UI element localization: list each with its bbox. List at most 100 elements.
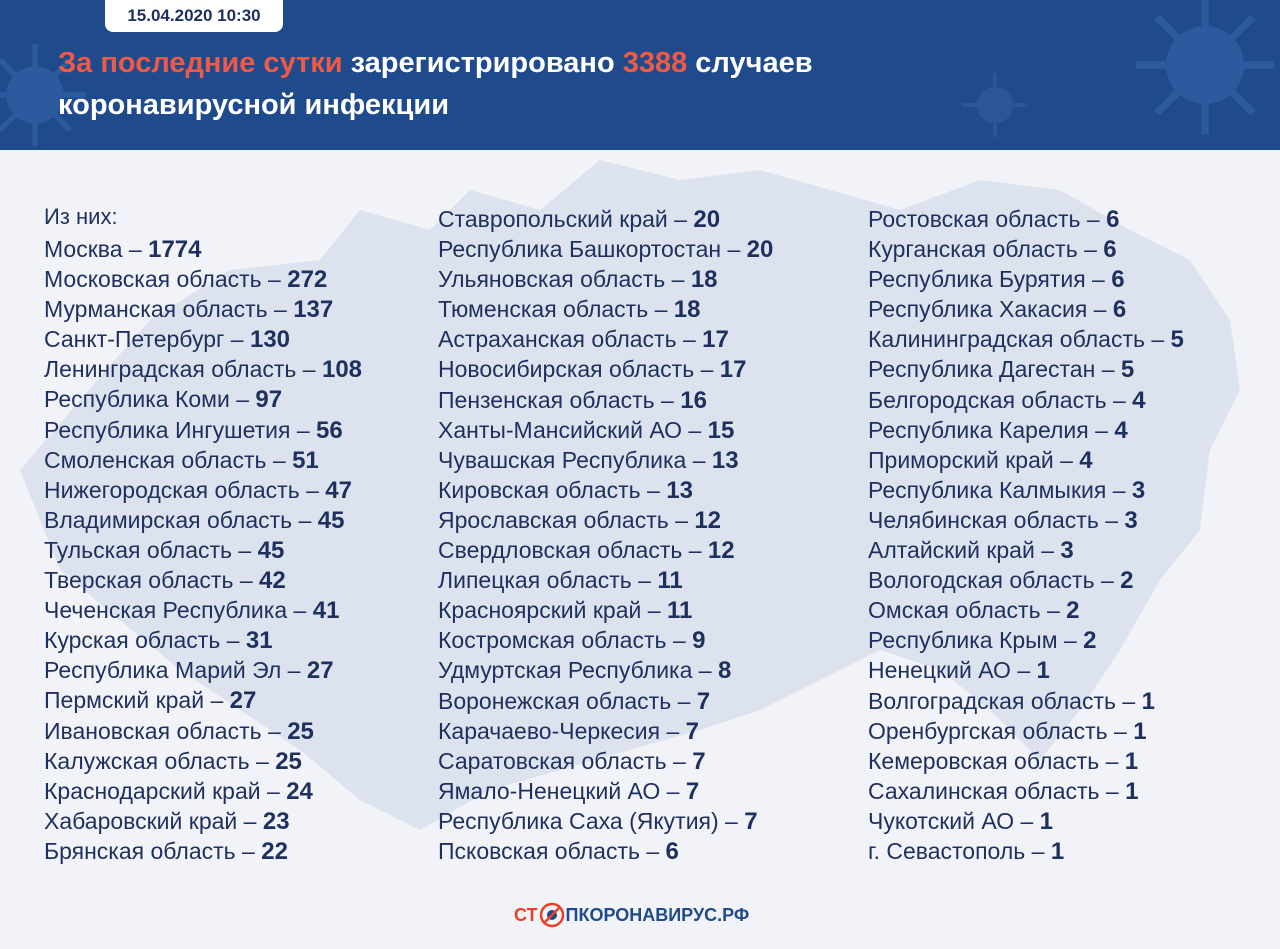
region-row: Калининградская область – 5 (868, 324, 1184, 354)
region-column-2: Ставропольский край – 20 Республика Башко… (438, 204, 773, 866)
separator: – (261, 266, 288, 293)
case-count: 47 (325, 476, 352, 504)
separator: – (224, 326, 250, 353)
region-name: Тверская область (44, 567, 234, 594)
region-name: Курганская область (868, 236, 1078, 263)
headline-text: зарегистрировано (342, 47, 623, 79)
region-name: Оренбургская область (868, 717, 1108, 744)
region-row: Сахалинская область – 1 (868, 776, 1184, 806)
case-count: 27 (306, 657, 334, 685)
case-count: 11 (666, 597, 693, 625)
region-name: Москва (44, 236, 123, 262)
region-row: Пермский край – 27 (44, 685, 362, 715)
date-badge: 15.04.2020 10:30 (105, 0, 283, 32)
case-count: 4 (1079, 446, 1093, 474)
region-name: Ямало-Ненецкий АО (438, 777, 661, 804)
region-row: Смоленская область – 51 (44, 445, 362, 475)
separator: – (1099, 777, 1126, 804)
case-count: 17 (702, 326, 729, 354)
region-row: Красноярский край – 11 (438, 595, 773, 625)
region-name: Алтайский край (868, 537, 1035, 564)
separator: – (1098, 506, 1125, 533)
region-name: Республика Башкортостан (438, 236, 722, 263)
separator: – (292, 506, 318, 533)
region-name: Белгородская область (868, 386, 1107, 413)
separator: – (1040, 597, 1067, 624)
case-count: 6 (1103, 236, 1117, 264)
separator: – (667, 206, 694, 232)
region-row: Омская область – 2 (868, 595, 1184, 625)
region-row: Астраханская область – 17 (438, 324, 773, 354)
case-count: 13 (711, 446, 739, 474)
case-count: 25 (275, 747, 302, 775)
region-row: Челябинская область – 3 (868, 505, 1184, 535)
intro-label: Из них: (44, 204, 118, 229)
separator: – (660, 717, 686, 744)
separator: – (648, 296, 674, 323)
region-name: г. Севастополь (868, 837, 1026, 864)
region-row: Республика Ингушетия – 56 (44, 415, 362, 445)
separator: – (671, 687, 697, 714)
case-count: 24 (286, 777, 313, 805)
region-row: Тюменская область – 18 (438, 294, 773, 324)
region-name: Приморский край (868, 446, 1054, 473)
separator: – (686, 446, 712, 473)
case-count: 27 (229, 687, 257, 715)
separator: – (660, 777, 686, 804)
case-count: 108 (321, 356, 363, 384)
separator: – (694, 356, 720, 383)
case-count: 22 (261, 837, 288, 865)
region-row: Курганская область – 6 (868, 234, 1184, 264)
headline: За последние сутки зарегистрировано 3388… (58, 42, 1208, 126)
region-row: Новосибирская область – 17 (438, 354, 773, 384)
case-count: 13 (666, 476, 693, 504)
separator: – (640, 476, 667, 503)
region-row: Ростовская область – 6 (868, 204, 1184, 234)
region-name: Пермский край (44, 687, 205, 714)
region-row: Псковская область – 6 (438, 836, 773, 866)
region-name: Ивановская область (44, 717, 262, 744)
separator: – (718, 807, 745, 834)
region-name: Сахалинская область (868, 777, 1100, 804)
virus-decoration-icon (0, 44, 86, 146)
region-row: Чукотский АО – 1 (868, 806, 1184, 836)
region-row: Республика Коми – 97 (44, 384, 362, 414)
region-name: Липецкая область (438, 567, 632, 594)
separator: – (641, 597, 667, 624)
case-count: 17 (719, 356, 747, 384)
case-count: 137 (293, 296, 334, 324)
region-row: Кемеровская область – 1 (868, 746, 1184, 776)
case-count: 1 (1036, 657, 1050, 685)
region-name: Калининградская область (868, 326, 1145, 353)
separator: – (1107, 717, 1134, 744)
region-name: Московская область (44, 266, 262, 293)
case-count: 25 (287, 717, 314, 745)
separator: – (122, 236, 149, 262)
region-row: Ямало-Ненецкий АО – 7 (438, 776, 773, 806)
separator: – (1106, 386, 1133, 413)
region-row: Ханты-Мансийский АО – 15 (438, 415, 773, 445)
region-row: Брянская область – 22 (44, 836, 362, 866)
region-row: Республика Хакасия – 6 (868, 294, 1184, 324)
region-name: Республика Коми (44, 386, 230, 413)
case-count: 8 (718, 657, 732, 685)
case-count: 6 (1112, 296, 1127, 324)
region-row: Москва – 1774 (44, 234, 362, 264)
virus-logo-icon (539, 902, 564, 928)
region-name: Республика Хакасия (868, 296, 1088, 323)
separator: – (260, 777, 287, 804)
region-name: Республика Дагестан (868, 356, 1096, 383)
region-row: Республика Дагестан – 5 (868, 354, 1184, 384)
region-row: Чувашская Республика – 13 (438, 445, 773, 475)
separator: – (287, 597, 313, 624)
headline-count: 3388 (622, 47, 688, 79)
case-count: 18 (673, 296, 701, 324)
separator: – (267, 296, 294, 323)
region-name: Челябинская область (868, 506, 1099, 533)
separator: – (665, 266, 691, 293)
region-row: Республика Калмыкия – 3 (868, 475, 1184, 505)
separator: – (666, 627, 693, 654)
case-count: 6 (1106, 206, 1120, 233)
case-count: 56 (316, 416, 343, 444)
separator: – (1014, 807, 1040, 834)
